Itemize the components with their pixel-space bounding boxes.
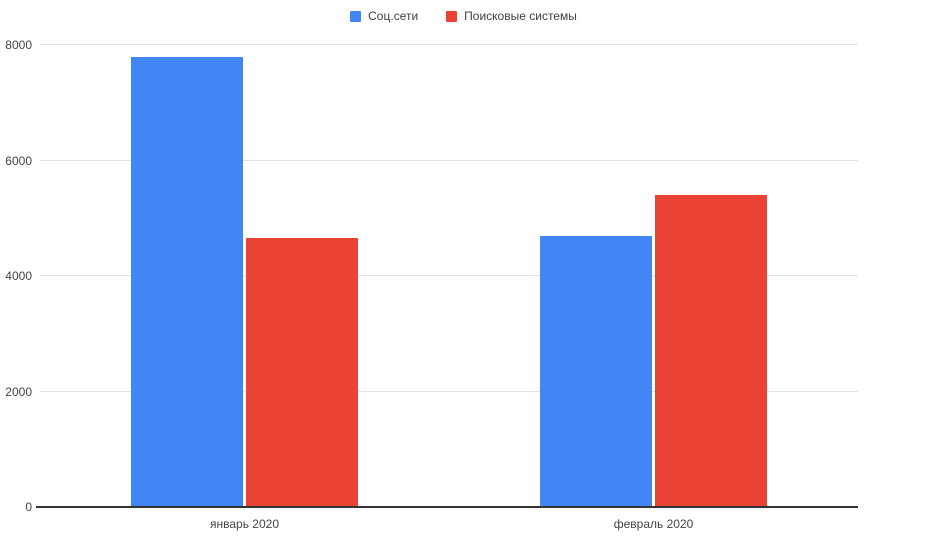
chart-bar xyxy=(246,238,358,507)
gridline xyxy=(40,159,858,161)
gridline xyxy=(40,390,858,392)
gridline xyxy=(40,44,858,45)
legend-item: Поисковые системы xyxy=(446,9,577,23)
y-axis-tick-label: 6000 xyxy=(5,153,32,168)
chart-legend: Соц.сети Поисковые системы xyxy=(0,9,927,23)
x-axis-category-label: февраль 2020 xyxy=(613,517,694,531)
legend-item: Соц.сети xyxy=(350,9,418,23)
y-axis-tick-label: 0 xyxy=(25,500,32,514)
legend-swatch xyxy=(350,10,362,22)
chart-bar-groups: январь 2020 февраль 2020 xyxy=(40,45,858,531)
y-axis-tick-label: 8000 xyxy=(5,38,32,52)
chart-bar xyxy=(540,235,652,507)
chart-bar xyxy=(131,56,243,507)
legend-label: Поисковые системы xyxy=(464,9,577,23)
legend-swatch xyxy=(446,10,458,22)
chart-bar xyxy=(655,195,767,507)
x-axis-line xyxy=(36,506,858,508)
y-axis-tick-label: 2000 xyxy=(5,384,32,399)
x-axis-category-label: январь 2020 xyxy=(210,517,279,531)
bar-group: январь 2020 xyxy=(40,45,449,531)
chart-plot-area: 0 2000 4000 6000 8000 январь 2020 февраль 202… xyxy=(5,38,858,531)
gridline xyxy=(40,275,858,276)
legend-label: Соц.сети xyxy=(368,9,419,23)
bar-group: февраль 2020 xyxy=(449,45,858,531)
y-axis-tick-label: 4000 xyxy=(5,269,32,283)
